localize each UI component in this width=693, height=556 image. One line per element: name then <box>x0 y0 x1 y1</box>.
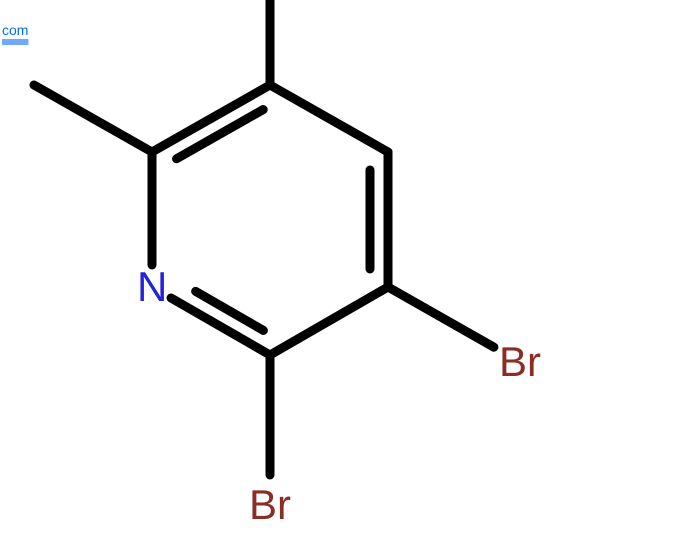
atom-label-br6: Br <box>249 484 291 526</box>
atom-label-n1: N <box>137 266 167 308</box>
bond-svg <box>0 0 693 556</box>
structure-canvas: com NBrBr <box>0 0 693 556</box>
atom-label-br5: Br <box>499 341 541 383</box>
